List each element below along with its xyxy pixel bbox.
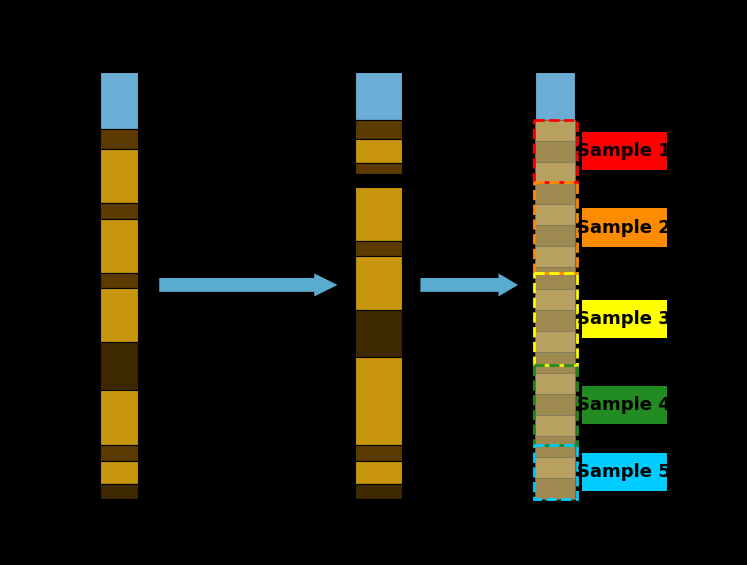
Bar bbox=[99, 484, 138, 499]
Bar bbox=[356, 256, 402, 310]
Text: Sample 5: Sample 5 bbox=[577, 463, 671, 481]
Bar bbox=[533, 120, 577, 182]
Bar bbox=[99, 288, 138, 342]
Bar bbox=[535, 205, 575, 225]
Bar bbox=[535, 331, 575, 351]
Bar bbox=[535, 120, 575, 141]
Bar bbox=[535, 72, 575, 120]
Bar bbox=[535, 478, 575, 499]
Text: Sample 4: Sample 4 bbox=[577, 396, 671, 414]
Bar bbox=[356, 140, 402, 163]
Bar bbox=[356, 357, 402, 445]
Text: Sample 2: Sample 2 bbox=[577, 219, 671, 237]
Bar bbox=[356, 460, 402, 484]
Text: Sample 1: Sample 1 bbox=[577, 142, 671, 160]
Bar bbox=[582, 386, 667, 424]
Bar bbox=[535, 225, 575, 246]
Bar bbox=[582, 300, 667, 338]
Bar bbox=[533, 445, 577, 499]
Bar bbox=[533, 182, 577, 273]
Bar bbox=[99, 219, 138, 273]
Bar bbox=[535, 373, 575, 394]
Bar bbox=[356, 72, 402, 120]
FancyArrow shape bbox=[421, 273, 518, 297]
Bar bbox=[582, 453, 667, 492]
Bar bbox=[535, 267, 575, 289]
Bar bbox=[535, 457, 575, 478]
Bar bbox=[535, 351, 575, 373]
Bar bbox=[99, 149, 138, 202]
Bar bbox=[356, 445, 402, 460]
Bar bbox=[99, 390, 138, 445]
Bar bbox=[535, 415, 575, 436]
Bar bbox=[99, 129, 138, 149]
Bar bbox=[535, 289, 575, 310]
Bar bbox=[356, 484, 402, 499]
Bar bbox=[99, 342, 138, 390]
Bar bbox=[99, 445, 138, 460]
Bar bbox=[356, 120, 402, 140]
Bar bbox=[535, 394, 575, 415]
Bar bbox=[582, 132, 667, 170]
Bar bbox=[356, 163, 402, 174]
Bar bbox=[582, 208, 667, 247]
Bar bbox=[99, 72, 138, 129]
Bar bbox=[99, 460, 138, 484]
Bar bbox=[535, 162, 575, 183]
Bar bbox=[535, 310, 575, 331]
Bar bbox=[356, 310, 402, 357]
Bar bbox=[533, 365, 577, 445]
Bar bbox=[356, 241, 402, 256]
Bar bbox=[99, 273, 138, 288]
Bar bbox=[535, 141, 575, 162]
Bar bbox=[535, 183, 575, 205]
Bar bbox=[533, 273, 577, 365]
FancyArrow shape bbox=[159, 273, 338, 297]
Text: Sample 3: Sample 3 bbox=[577, 310, 671, 328]
Bar bbox=[535, 436, 575, 457]
Bar bbox=[99, 202, 138, 219]
Bar bbox=[356, 187, 402, 241]
Bar bbox=[535, 246, 575, 267]
